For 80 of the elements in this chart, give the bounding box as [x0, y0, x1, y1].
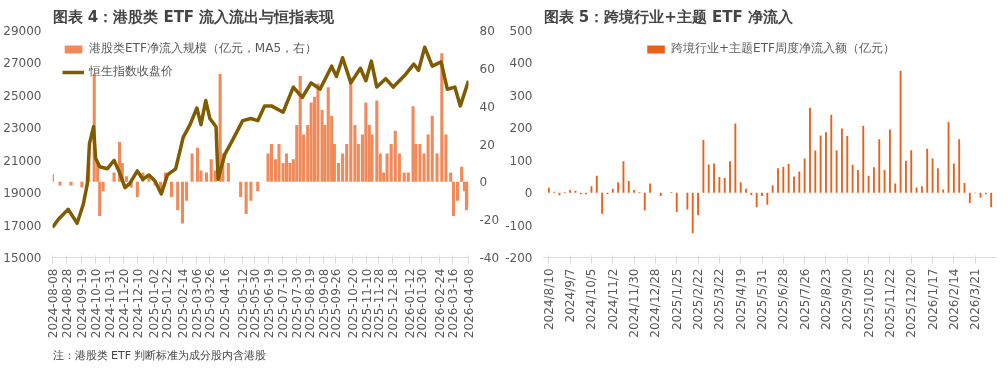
x-tick-label: 2025-11-10: [360, 268, 375, 339]
x-tick-label: 2024-09-19: [74, 268, 89, 339]
x-tick-label: 2024-10-31: [103, 268, 118, 339]
y2-tick-label: 80: [479, 24, 495, 38]
x-tick-label: 2025-07-30: [289, 268, 304, 339]
x-tick-label: 2025-03-06: [189, 268, 204, 339]
y-tick-label: 23000: [3, 121, 42, 136]
x-tick-label: 2024/10/5: [584, 268, 599, 331]
x-tick-label: 2025/8/23: [818, 268, 833, 331]
x-tick-label: 2025-11-28: [372, 268, 387, 339]
x-tick-label: 2024-12-10: [130, 268, 145, 339]
x-tick-label: 2025/1/25: [669, 268, 684, 331]
legend-label: 恒生指数收盘价: [89, 63, 173, 80]
y-tick-label: 19000: [3, 186, 42, 201]
x-tick-label: 2025/2/22: [691, 268, 706, 331]
x-tick-label: 2025/11/22: [882, 268, 897, 338]
x-tick-label: 2025/7/26: [797, 268, 812, 331]
x-tick-label: 2025-07-10: [275, 268, 290, 339]
y-tick-label: 15000: [3, 251, 42, 265]
x-tick-label: 2026-01-30: [415, 268, 430, 339]
y2-tick-label: -40: [479, 251, 500, 265]
x-tick-label: 2025-08-19: [303, 268, 318, 339]
x-tick-label: 2026/2/14: [946, 268, 961, 331]
x-tick-label: 2025-10-20: [345, 268, 360, 339]
x-tick-label: 2025/12/20: [904, 268, 919, 338]
y2-tick-label: 0: [479, 175, 488, 190]
y-tick-label: 25000: [3, 88, 42, 103]
x-tick-label: 2025-01-22: [160, 268, 175, 339]
y-tick-label: 29000: [3, 24, 42, 38]
y-tick-label: 400: [509, 56, 533, 71]
y-tick-label: 200: [509, 121, 533, 136]
y2-tick-label: 60: [479, 61, 495, 76]
y-tick-label: 100: [509, 153, 533, 168]
x-tick-label: 2026/1/17: [925, 268, 940, 331]
x-tick-label: 2025-09-08: [316, 268, 331, 339]
chart-title: 图表 5：跨境行业+主题 ETF 净流入: [543, 7, 794, 26]
x-tick-label: 2024/11/2: [605, 268, 620, 331]
y2-tick-label: 40: [479, 99, 495, 114]
x-tick-label: 2024-11-20: [117, 268, 132, 339]
x-tick-label: 2025-01-02: [146, 268, 161, 339]
x-tick-label: 2026-03-16: [446, 268, 461, 339]
x-tick-label: 2025/3/22: [712, 268, 727, 331]
x-tick-label: 2025-12-18: [386, 268, 401, 339]
x-tick-label: 2026-01-12: [403, 268, 418, 339]
y-tick-label: 0: [524, 186, 533, 201]
x-tick-label: 2024/12/28: [648, 268, 663, 338]
legend-label: 港股类ETF净流入规模（亿元，MA5，右）: [89, 40, 318, 57]
text: 注：港股类 ETF 判断标准为成分股内含港股: [52, 348, 267, 362]
y2-tick-label: -20: [479, 213, 500, 228]
x-tick-label: 2025-05-12: [235, 268, 250, 339]
x-tick-label: 2024/11/30: [627, 268, 642, 338]
x-tick-label: 2025-05-30: [247, 268, 262, 339]
x-tick-label: 2024/8/10: [541, 268, 556, 331]
y-tick-label: 500: [509, 24, 533, 38]
x-tick-label: 2025/5/31: [755, 268, 770, 331]
x-tick-label: 2026-04-08: [462, 268, 476, 339]
x-tick-label: 2024-08-08: [46, 268, 60, 339]
chart-title: 图表 4：港股类 ETF 流入流出与恒指表现: [52, 7, 336, 26]
y-tick-label: 17000: [3, 218, 42, 233]
x-tick-label: 2025/4/19: [733, 268, 748, 331]
x-tick-label: 2024/9/7: [563, 268, 578, 323]
y-tick-label: 300: [509, 88, 533, 103]
x-tick-label: 2025/9/20: [840, 268, 855, 331]
x-tick-label: 2024-08-28: [59, 268, 74, 339]
x-tick-label: 2025-03-26: [203, 268, 218, 339]
x-tick-label: 2026-02-24: [432, 268, 447, 339]
x-tick-label: 2025-06-19: [261, 268, 276, 339]
x-tick-label: 2024-10-10: [89, 268, 104, 339]
legend-label: 跨境行业+主题ETF周度净流入额（亿元）: [671, 40, 895, 57]
x-tick-label: 2025/6/28: [776, 268, 791, 331]
y-tick-label: -200: [505, 251, 533, 265]
y2-tick-label: 20: [479, 137, 495, 152]
y-tick-label: 21000: [3, 153, 42, 168]
x-tick-label: 2026/3/21: [968, 268, 983, 331]
x-tick-label: 2025/10/25: [861, 268, 876, 338]
y-tick-label: -100: [505, 218, 533, 233]
y-tick-label: 27000: [3, 56, 42, 71]
x-tick-label: 2025-09-26: [329, 268, 344, 339]
x-tick-label: 2025-04-16: [217, 268, 232, 339]
x-tick-label: 2025-02-14: [176, 268, 190, 339]
